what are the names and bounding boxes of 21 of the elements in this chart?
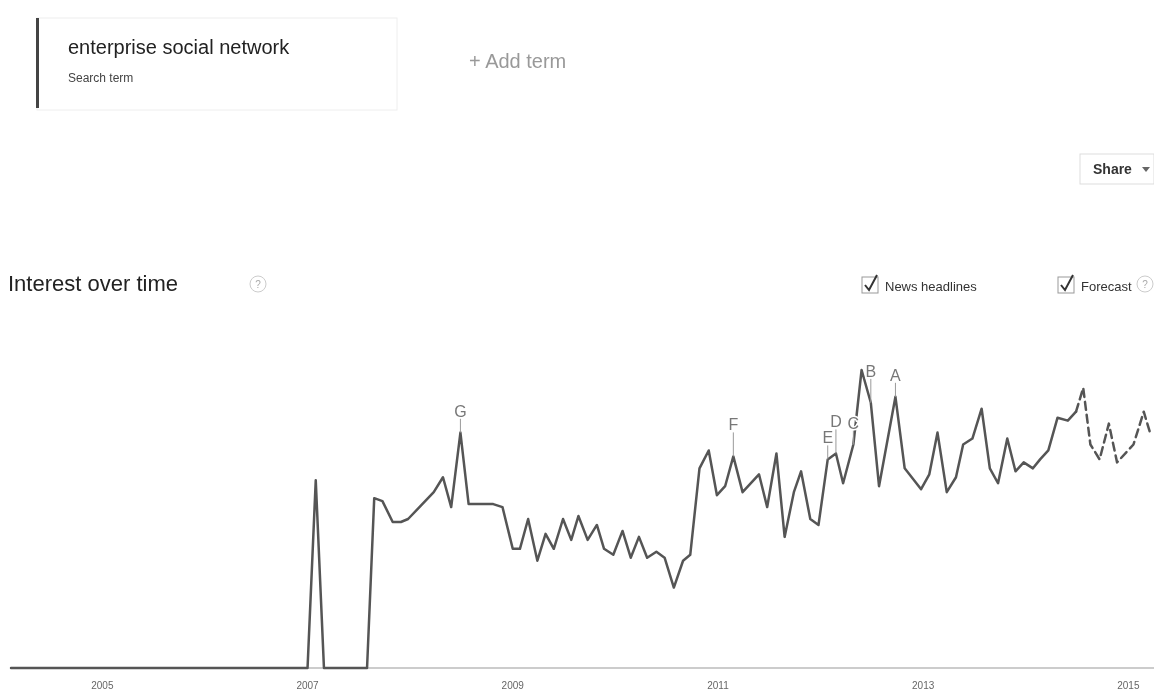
text: Share xyxy=(1093,161,1133,177)
text: ? xyxy=(255,279,262,290)
x-tick-label: 2015 xyxy=(1117,680,1140,691)
text: ? xyxy=(1142,279,1149,290)
x-tick-label: 2009 xyxy=(501,680,525,691)
annotation: F xyxy=(728,416,739,434)
annotation: B xyxy=(865,362,877,380)
x-tick-label: 2011 xyxy=(707,680,730,691)
text: Forecast xyxy=(1081,279,1132,294)
annotation: E xyxy=(822,429,834,447)
annotation: A xyxy=(890,366,902,384)
text: enterprise social network xyxy=(68,36,291,58)
annotation: G xyxy=(454,402,467,420)
x-tick-label: 2005 xyxy=(91,680,114,691)
text: Search term xyxy=(68,71,134,85)
x-tick-label: 2007 xyxy=(296,680,320,691)
x-tick-label: 2013 xyxy=(912,680,935,691)
chart-title: Interest over time xyxy=(8,271,178,296)
text: News headlines xyxy=(885,279,978,294)
annotation: D xyxy=(830,413,842,431)
text: + Add term xyxy=(469,50,567,72)
